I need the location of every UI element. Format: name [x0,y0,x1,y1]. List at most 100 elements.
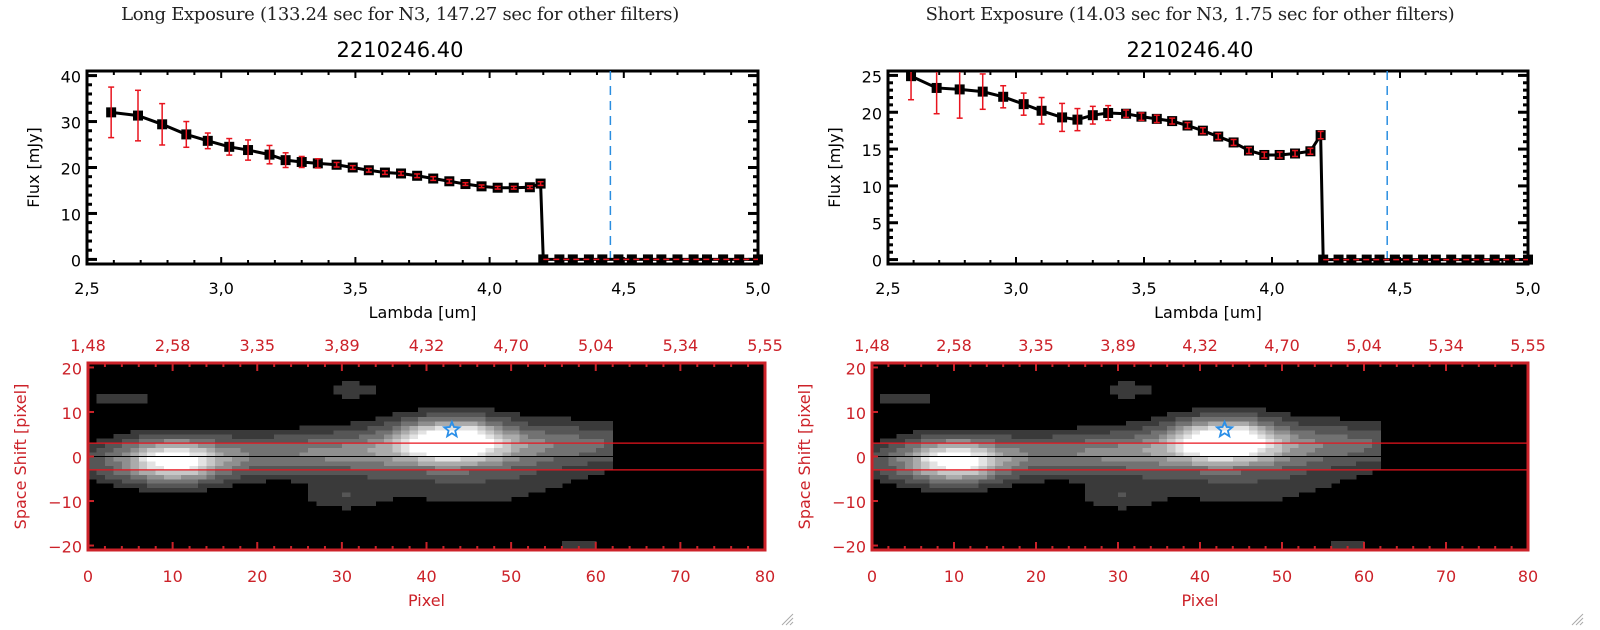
image-pixel [485,496,495,502]
image-pixel [1249,483,1258,489]
image-pixel [1183,483,1193,489]
resize-grip-icon[interactable] [780,612,794,626]
image-pixel [986,469,996,475]
image-pixel [477,438,487,444]
image-pixel [426,452,436,457]
image-pixel [544,447,554,453]
image-pixel [88,469,97,475]
image-pixel [1027,429,1037,435]
image-pixel [206,434,216,440]
image-pixel [904,398,914,404]
image-pixel [1126,465,1135,471]
image-pixel [1118,425,1127,431]
image-pixel [1126,420,1135,426]
image-pixel [1159,478,1168,484]
image-pixel [502,483,512,489]
image-pixel [460,456,470,462]
image-pixel [350,483,360,489]
top-wavelength-tick-label: 1,48 [70,336,106,355]
image-pixel [299,469,309,475]
image-pixel [1167,429,1176,435]
image-pixel [443,438,453,444]
image-pixel [477,496,487,502]
image-pixel [954,456,963,462]
top-wavelength-tick-label: 2,58 [936,336,972,355]
top-wavelength-tick-label: 1,48 [854,336,890,355]
image-pixel [1101,438,1111,444]
image-pixel [1257,416,1267,422]
image-pixel [921,429,930,435]
image-pixel [1372,429,1381,435]
image-pixel [316,438,326,444]
image-pixel [1175,456,1185,462]
image-pixel [1265,425,1275,431]
image-pixel [570,429,580,435]
image-pixel [1241,492,1250,498]
image-pixel [1249,411,1258,417]
image-pixel [1150,438,1160,444]
image-pixel [1019,443,1029,449]
image-pixel [451,443,461,449]
image-pixel [978,469,988,475]
image-pixel [1323,483,1332,489]
image-pixel [553,483,563,489]
image-pixel [1282,465,1291,471]
image-pixel [1118,465,1127,471]
image-pixel [502,487,512,493]
image-pixel [995,447,1004,453]
object-id-title: 2210246.40 [336,38,464,62]
image-pixel [1232,420,1242,426]
image-pixel [96,469,106,475]
image-pixel [1249,429,1258,435]
image-pixel [1249,443,1258,449]
image-pixel [494,438,504,444]
image-pixel [409,478,419,484]
image-pixel [511,429,521,435]
image-pixel [1232,443,1242,449]
image-pixel [155,465,165,471]
image-pixel [409,452,419,457]
image-pixel [206,478,216,484]
image-pixel [468,456,478,462]
data-point [1418,254,1429,265]
image-pixel [248,438,258,444]
image-pixel [1306,425,1316,431]
image-pixel [536,438,546,444]
image-pixel [1175,447,1185,453]
image-pixel [494,416,504,422]
image-pixel [164,478,174,484]
image-pixel [1101,452,1111,457]
image-pixel [1060,438,1070,444]
image-pixel [945,469,955,475]
image-pixel [1224,420,1234,426]
image-pixel [1323,420,1332,426]
x-tick-label: 60 [586,567,606,586]
image-pixel [384,420,394,426]
image-pixel [978,460,988,466]
y-tick-label: −20 [832,538,866,557]
image-pixel [536,487,546,493]
image-pixel [1355,420,1365,426]
image-pixel [1372,447,1381,453]
image-pixel [485,425,495,431]
image-pixel [519,429,529,435]
image-pixel [1314,465,1324,471]
image-pixel [578,456,588,462]
image-pixel [1372,438,1381,444]
image-pixel [248,478,258,484]
image-pixel [1372,465,1381,471]
image-pixel [978,438,988,444]
image-pixel [1200,456,1209,462]
x-tick-label: 3,5 [1131,279,1156,298]
image-pixel [130,443,140,449]
x-tick-label: 50 [501,567,521,586]
image-pixel [945,483,955,489]
image-pixel [231,456,241,462]
image-pixel [291,456,301,462]
image-pixel [1355,434,1365,440]
image-pixel [587,545,597,551]
image-pixel [443,452,453,457]
image-pixel [1372,434,1381,440]
image-pixel [570,425,580,431]
resize-grip-icon[interactable] [1570,612,1584,626]
